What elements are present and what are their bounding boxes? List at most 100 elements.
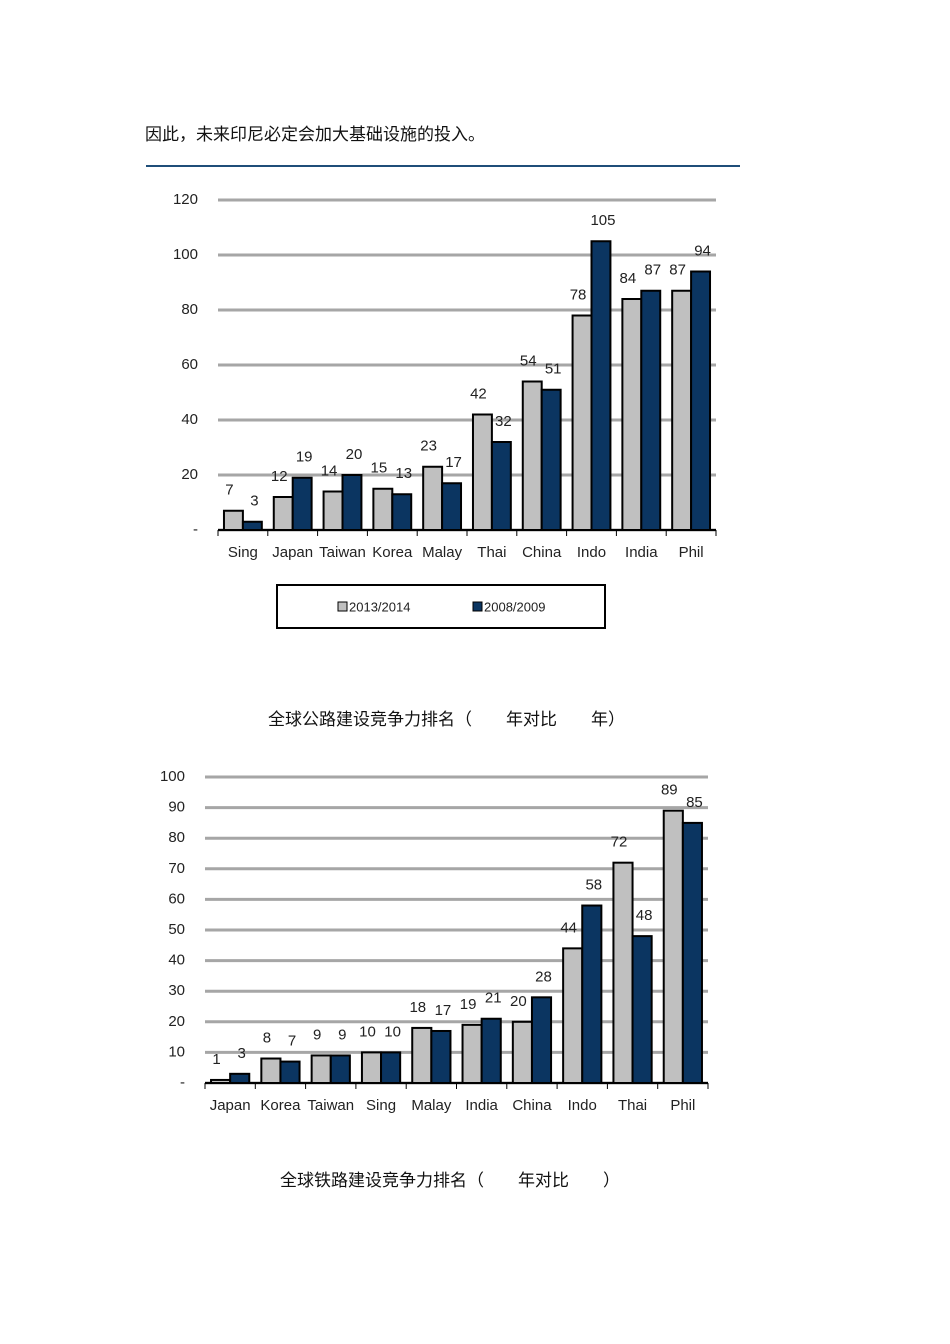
bar — [480, 1017, 502, 1084]
data-label: 3 — [250, 493, 258, 510]
y-tick-label: 20 — [168, 1013, 185, 1030]
data-label: 7 — [288, 1033, 296, 1050]
x-tick-label: China — [522, 544, 562, 561]
x-tick-label: Taiwan — [319, 544, 366, 561]
data-label: 7 — [225, 482, 233, 499]
data-label: 44 — [560, 919, 577, 936]
legend-swatch — [472, 601, 483, 612]
data-label: 89 — [661, 782, 678, 799]
y-tick-label: 40 — [168, 952, 185, 969]
x-tick-label: Korea — [260, 1097, 301, 1114]
bar — [461, 1023, 483, 1084]
data-label: 9 — [338, 1026, 346, 1043]
legend-label: 2008/2009 — [484, 599, 545, 614]
legend-swatch — [337, 601, 348, 612]
bar — [562, 947, 584, 1084]
y-tick-label: - — [180, 1074, 185, 1091]
x-tick-label: Phil — [679, 544, 704, 561]
data-label: 28 — [535, 968, 552, 985]
bar — [222, 509, 244, 531]
bar — [530, 996, 553, 1085]
y-tick-label: 100 — [160, 768, 185, 785]
bar — [631, 935, 653, 1084]
bar — [210, 1078, 232, 1084]
y-tick-label: 20 — [181, 466, 198, 483]
bar — [411, 1026, 433, 1085]
x-tick-label: Taiwan — [307, 1097, 354, 1114]
y-tick-label: 80 — [181, 301, 198, 318]
bar — [260, 1057, 282, 1085]
bar — [310, 1054, 332, 1084]
x-tick-label: Indo — [568, 1097, 597, 1114]
data-label: 72 — [611, 834, 628, 851]
data-label: 19 — [296, 449, 313, 466]
data-label: 17 — [445, 454, 462, 471]
data-label: 94 — [694, 242, 711, 259]
bar — [471, 413, 493, 531]
bar — [322, 490, 344, 531]
data-label: 23 — [420, 438, 437, 455]
data-label: 87 — [644, 262, 661, 279]
bar — [490, 441, 512, 531]
y-tick-label: 120 — [173, 191, 198, 208]
y-tick-label: 80 — [168, 829, 185, 846]
data-label: 32 — [495, 413, 512, 430]
data-label: 78 — [570, 286, 587, 303]
data-label: 85 — [686, 794, 703, 811]
y-tick-label: 100 — [173, 246, 198, 263]
data-label: 12 — [271, 468, 288, 485]
bar — [571, 314, 593, 531]
bar — [341, 474, 363, 531]
bar — [621, 298, 643, 531]
x-tick-label: Thai — [477, 544, 506, 561]
bar — [279, 1060, 301, 1084]
y-tick-label: 30 — [168, 982, 185, 999]
bar — [581, 904, 603, 1085]
x-tick-label: Korea — [372, 544, 413, 561]
bar — [391, 493, 413, 531]
paragraph: 因此，未来印尼必定会加大基础设施的投入。 — [145, 125, 485, 145]
bar — [360, 1051, 383, 1085]
data-label: 54 — [520, 352, 537, 369]
bar — [422, 465, 444, 531]
x-tick-label: Thai — [618, 1097, 647, 1114]
x-tick-label: Sing — [228, 544, 258, 561]
data-label: 18 — [409, 999, 426, 1016]
bar — [380, 1051, 402, 1085]
data-label: 84 — [619, 270, 636, 287]
data-label: 51 — [545, 361, 562, 378]
bar — [372, 487, 394, 531]
bar — [291, 476, 313, 531]
x-tick-label: India — [625, 544, 658, 561]
bar — [612, 861, 634, 1084]
data-label: 17 — [435, 1002, 452, 1019]
data-label: 58 — [585, 876, 602, 893]
bar — [511, 1020, 533, 1084]
data-label: 10 — [359, 1023, 376, 1040]
bar — [272, 496, 294, 531]
x-tick-label: Phil — [670, 1097, 695, 1114]
data-label: 48 — [636, 907, 653, 924]
y-tick-label: 10 — [168, 1043, 185, 1060]
bar — [662, 809, 684, 1084]
bar — [241, 520, 263, 531]
bar — [540, 388, 562, 531]
y-tick-label: - — [193, 521, 198, 538]
legend-box — [276, 584, 606, 629]
caption: 全球铁路建设竞争力排名（ 年对比 ） — [280, 1171, 620, 1191]
data-label: 10 — [384, 1023, 401, 1040]
x-tick-label: Japan — [210, 1097, 251, 1114]
data-label: 1 — [212, 1051, 220, 1068]
bar — [329, 1054, 351, 1084]
data-label: 8 — [263, 1029, 271, 1046]
bar — [521, 380, 543, 531]
data-label: 3 — [238, 1045, 246, 1062]
x-tick-label: China — [512, 1097, 552, 1114]
x-tick-label: Indo — [577, 544, 606, 561]
data-label: 105 — [590, 212, 615, 229]
data-label: 20 — [346, 446, 363, 463]
bar — [671, 289, 693, 531]
x-tick-label: Sing — [366, 1097, 396, 1114]
